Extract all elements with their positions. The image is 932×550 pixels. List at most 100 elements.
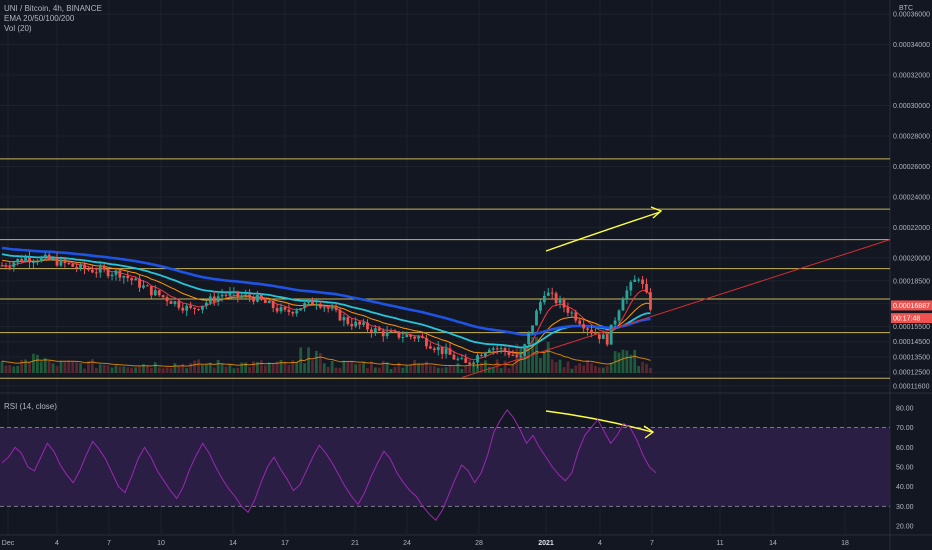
volume-bar-84 [330,361,334,373]
volume-bar-79 [311,360,314,373]
candle-body-121 [476,355,479,363]
candle-body-136 [535,310,538,326]
volume-bar-81 [318,353,322,373]
volume-bar-120 [472,365,475,373]
volume-bar-142 [558,359,562,373]
candle-body-132 [519,355,523,357]
volume-bar-136 [535,337,538,373]
candle-body-141 [554,293,558,304]
volume-bar-137 [539,358,542,373]
horizontal-levels[interactable] [0,158,890,379]
volume-bar-122 [480,362,483,373]
symbol-title[interactable]: UNI / Bitcoin, 4h, BINANCE [4,4,102,13]
volume-bar-104 [409,364,413,373]
candle-body-119 [468,362,472,364]
rsi-tick-3: 50.00 [896,464,914,471]
volume-bar-163 [641,361,644,373]
volume-bar-151 [594,366,597,373]
candle-body-80 [315,303,318,305]
volume-bar-70 [275,361,279,373]
candle-body-29 [114,270,118,275]
price-tag-label-1: 00:17:48 [893,316,920,323]
candle-body-35 [138,278,141,288]
candle-body-65 [256,294,259,302]
candle-body-91 [358,321,362,325]
candle-body-102 [401,337,405,339]
candle-body-44 [173,301,177,304]
rsi-tick-6: 20.00 [896,524,914,531]
arrow-price-head [650,206,663,219]
candle-body-125 [491,348,495,350]
volume-bar-85 [334,367,338,373]
volume-bar-106 [417,363,420,373]
candle-body-53 [208,296,212,303]
trendline[interactable] [461,239,891,378]
volume-bar-15 [59,360,63,373]
candle-body-74 [291,311,295,314]
volume-bar-77 [303,363,307,373]
rsi-tick-0: 80.00 [896,405,914,412]
candle-body-52 [204,302,208,306]
ema-200-line [1,246,651,336]
candle-body-8 [32,261,35,263]
candle-body-138 [542,295,546,303]
time-tick-13: 14 [769,540,777,547]
rsi-legend[interactable]: RSI (14, close) [4,402,57,411]
rsi-axis[interactable]: 80.00 70.00 60.00 50.00 40.00 30.00 20.00 [896,405,914,530]
volume-bar-160 [629,354,633,373]
volume-bar-49 [193,360,196,373]
price-tag-bg-1 [891,313,932,324]
volume-bar-91 [358,363,362,373]
volume-bar-44 [173,363,177,373]
time-axis[interactable]: Dec 4 7 10 14 17 21 24 28 2021 4 7 11 14 18 [2,540,849,547]
candle-body-110 [432,348,436,351]
candle-body-101 [397,331,401,338]
time-tick-9: 2021 [538,540,554,547]
candle-body-122 [480,355,483,357]
volume-bar-109 [428,365,432,373]
volume-legend[interactable]: Vol (20) [4,24,32,33]
candle-body-20 [79,264,82,269]
candle-body-161 [633,279,637,282]
candle-body-61 [240,295,244,297]
candle-body-36 [142,285,145,288]
volume-bar-129 [507,368,511,373]
volume-bar-157 [617,352,621,373]
time-tick-12: 11 [716,540,723,547]
candle-body-25 [98,266,102,273]
candle-body-123 [483,352,487,357]
volume-bar-27 [106,365,110,373]
ema-legend[interactable]: EMA 20/50/100/200 [4,14,75,23]
candle-body-71 [279,307,283,312]
volume-bar-80 [315,350,318,373]
volume-bar-50 [197,359,200,373]
candle-body-106 [417,336,420,339]
candle-body-78 [307,299,310,303]
candle-body-146 [574,312,578,321]
ema-20-line [1,258,651,361]
volume-bar-1 [4,365,8,373]
candle-body-137 [539,302,542,311]
candle-body-95 [373,328,377,333]
volume-bar-148 [582,365,586,373]
candle-body-118 [464,358,468,363]
annotations[interactable] [545,206,663,439]
candle-body-147 [578,320,582,325]
volume-bar-110 [432,366,436,373]
candle-body-12 [47,254,51,259]
candle-body-42 [165,297,169,302]
volume-bar-134 [527,345,531,373]
price-tick-14: 0.00012500 [893,370,930,377]
volume-bar-115 [452,366,456,373]
candle-body-31 [122,275,126,278]
candle-body-133 [523,344,527,356]
candle-body-16 [63,259,67,264]
candle-body-55 [216,296,220,302]
volume-bar-37 [146,365,149,373]
volume-bar-21 [83,368,86,373]
volume-bar-71 [279,359,283,373]
candle-body-0 [0,265,4,267]
candlesticks[interactable] [0,251,652,369]
